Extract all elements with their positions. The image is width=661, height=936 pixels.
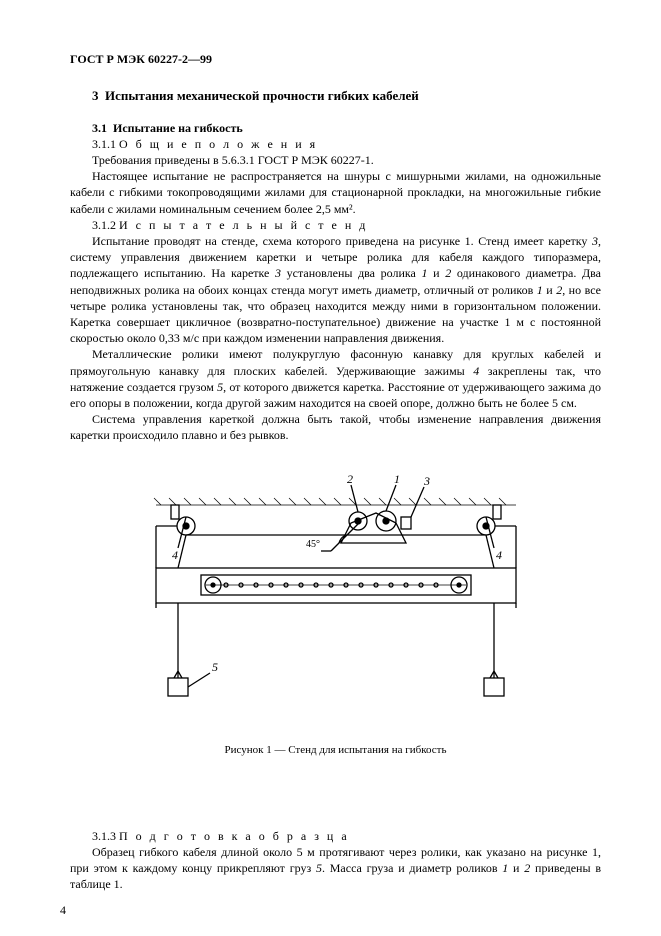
sub-3-1: 3.1 Испытание на гибкость: [70, 120, 601, 136]
para-1: Настоящее испытание не распространяется …: [70, 168, 601, 217]
fig-label-4l: 4: [172, 548, 178, 562]
para-4: Система управления кареткой должна быть …: [70, 411, 601, 443]
figure-1: 2 1 3 4 4 5 45° Рисунок 1 — Стенд для ис…: [70, 473, 601, 757]
page-number: 4: [60, 902, 66, 918]
section-title-text: Испытания механической прочности гибких …: [105, 88, 419, 103]
figure-caption: Рисунок 1 — Стенд для испытания на гибко…: [70, 743, 601, 758]
fig-label-1: 1: [394, 473, 400, 486]
para-5: Образец гибкого кабеля длиной около 5 м …: [70, 844, 601, 893]
fig-label-2: 2: [347, 473, 353, 486]
sub-3-1-1: 3.1.1 О б щ и е п о л о ж е н и я: [70, 136, 601, 152]
fig-angle: 45°: [306, 539, 320, 550]
para-3: Металлические ролики имеют полукруглую ф…: [70, 346, 601, 411]
doc-header: ГОСТ Р МЭК 60227-2—99: [70, 51, 601, 67]
fig-label-3: 3: [423, 474, 430, 488]
section-3-title: 3 Испытания механической прочности гибки…: [70, 87, 601, 105]
fig-label-5: 5: [212, 660, 218, 674]
fig-label-4r: 4: [496, 548, 502, 562]
figure-svg: 2 1 3 4 4 5 45°: [126, 473, 546, 723]
sub-3-1-2: 3.1.2 И с п ы т а т е л ь н ы й с т е н …: [70, 217, 601, 233]
sub-3-1-3: 3.1.3 П о д г о т о в к а о б р а з ц а: [70, 828, 601, 844]
para-2: Испытание проводят на стенде, схема кото…: [70, 233, 601, 346]
req-line: Требования приведены в 5.6.3.1 ГОСТ Р МЭ…: [70, 152, 601, 168]
section-number: 3: [92, 88, 99, 103]
